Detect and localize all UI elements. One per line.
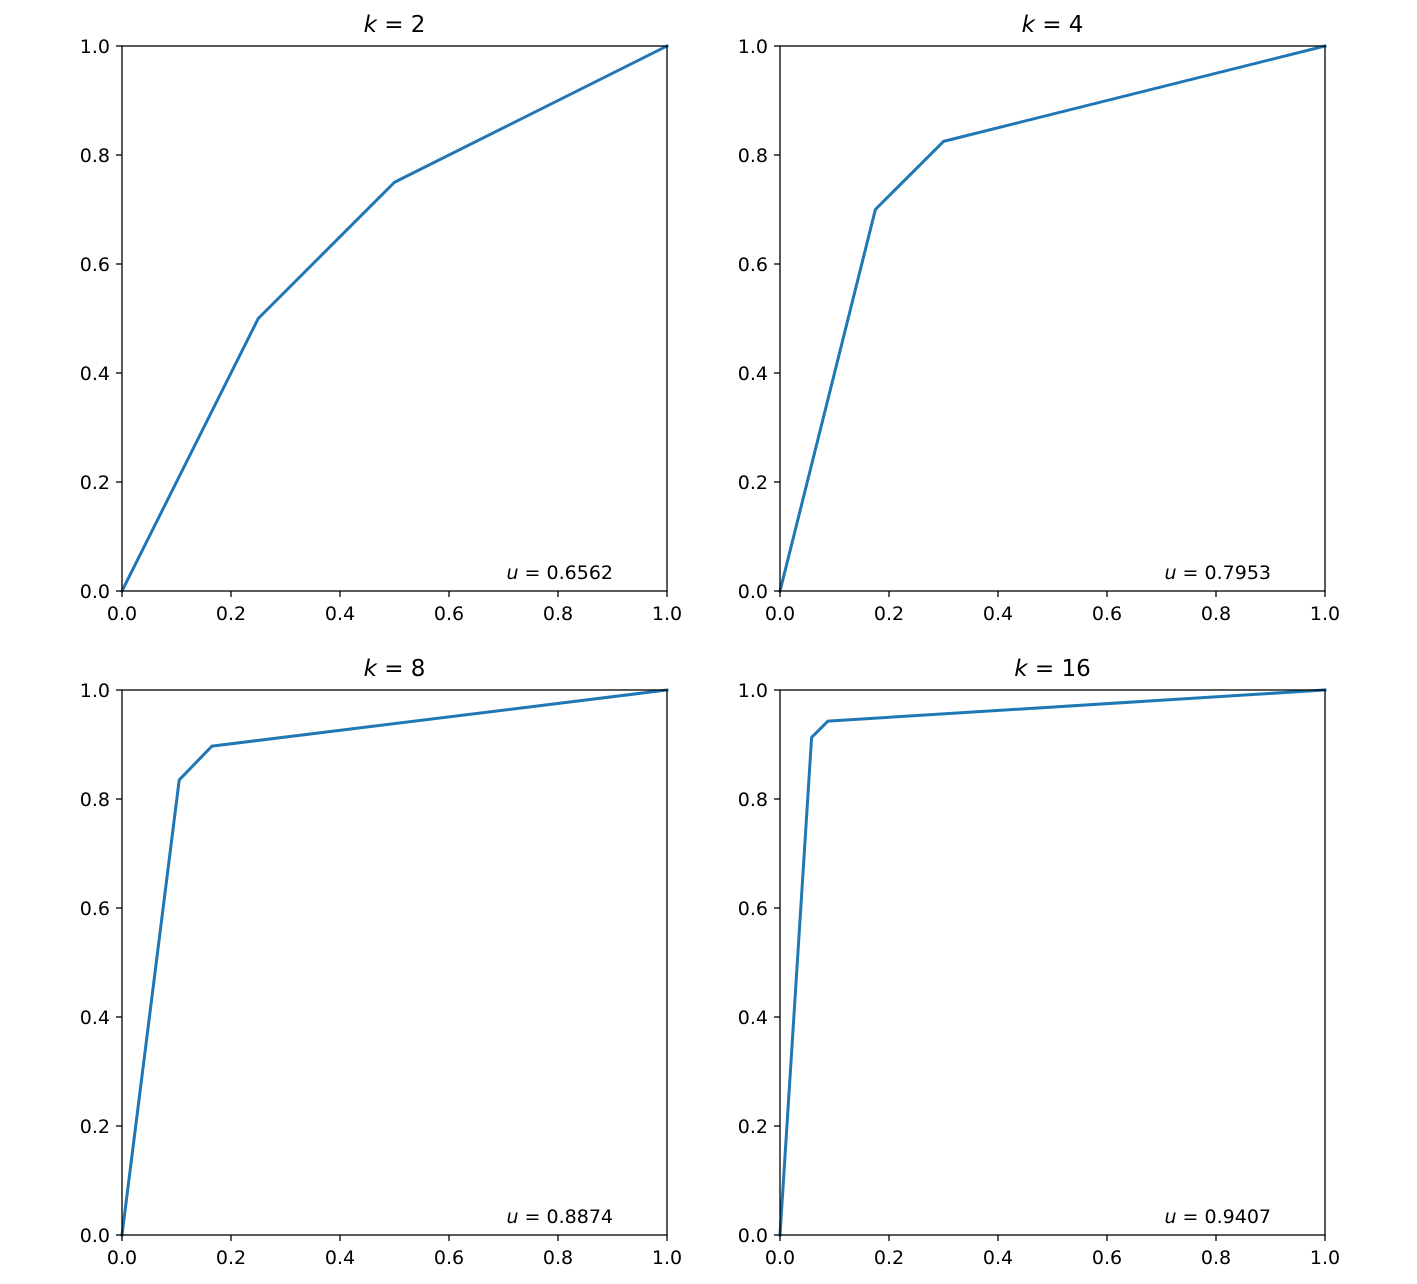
- y-tick-label: 0.2: [738, 472, 768, 494]
- subplot-2: 0.0 0.2 0.4 0.6 0.8 1.0 0.0 0.2 0.4 0.6 0.8 1.0 k = …: [738, 12, 1340, 625]
- axes-frame: [121, 689, 668, 1236]
- y-tick-label: 0.8: [80, 789, 110, 811]
- x-tick-label: 0.0: [765, 1247, 795, 1269]
- y-tick-label: 0.4: [80, 363, 110, 385]
- x-tick-label: 1.0: [652, 603, 682, 625]
- subplot-3: 0.0 0.2 0.4 0.6 0.8 1.0 0.0 0.2 0.4 0.6 0.8 1.0 k = …: [80, 656, 682, 1269]
- y-tick-label: 0.6: [738, 254, 768, 276]
- x-tick-label: 0.2: [216, 603, 246, 625]
- y-tick-label: 0.0: [738, 581, 768, 603]
- subplot-1: 0.0 0.2 0.4 0.6 0.8 1.0 0.0 0.2 0.4 0.6 0.8 1.0 k = …: [80, 12, 682, 625]
- y-tick-label: 0.4: [738, 1007, 768, 1029]
- x-tick-label: 0.2: [874, 603, 904, 625]
- y-tick-label: 1.0: [738, 680, 768, 702]
- y-tick-label: 0.0: [80, 581, 110, 603]
- y-tick-label: 0.6: [738, 898, 768, 920]
- y-tick-label: 0.6: [80, 898, 110, 920]
- x-tick-label: 0.6: [1092, 603, 1122, 625]
- x-tick-label: 0.8: [543, 603, 573, 625]
- x-tick-label: 0.8: [543, 1247, 573, 1269]
- y-tick-label: 0.2: [738, 1116, 768, 1138]
- axes-frame: [121, 45, 668, 592]
- x-tick-label: 0.0: [107, 603, 137, 625]
- y-tick-label: 0.0: [738, 1225, 768, 1247]
- x-tick-label: 0.2: [216, 1247, 246, 1269]
- y-tick-label: 0.2: [80, 1116, 110, 1138]
- y-tick-label: 1.0: [80, 36, 110, 58]
- x-tick-label: 0.0: [107, 1247, 137, 1269]
- y-tick-label: 0.8: [738, 145, 768, 167]
- series-line: [778, 44, 1327, 593]
- subplot-title: k = 4: [1022, 12, 1084, 38]
- annotation: u = 0.9407: [1164, 1206, 1271, 1228]
- series-line: [778, 688, 1327, 1237]
- x-tick-label: 0.4: [983, 603, 1013, 625]
- y-tick-label: 1.0: [738, 36, 768, 58]
- x-tick-label: 0.8: [1201, 603, 1231, 625]
- x-tick-label: 0.6: [1092, 1247, 1122, 1269]
- x-tick-label: 0.6: [434, 1247, 464, 1269]
- annotation: u = 0.6562: [506, 562, 613, 584]
- x-tick-label: 0.2: [874, 1247, 904, 1269]
- x-tick-label: 0.8: [1201, 1247, 1231, 1269]
- axes-frame: [779, 689, 1326, 1236]
- x-tick-label: 0.4: [325, 603, 355, 625]
- series-line: [119, 43, 670, 594]
- y-tick-label: 0.2: [80, 472, 110, 494]
- y-tick-label: 1.0: [80, 680, 110, 702]
- subplot-title: k = 16: [1014, 656, 1091, 682]
- x-tick-label: 1.0: [652, 1247, 682, 1269]
- x-tick-label: 0.4: [325, 1247, 355, 1269]
- subplot-title: k = 2: [364, 12, 426, 38]
- series-line: [120, 688, 669, 1237]
- y-tick-label: 0.0: [80, 1225, 110, 1247]
- x-tick-label: 0.0: [765, 603, 795, 625]
- y-tick-label: 0.4: [738, 363, 768, 385]
- subplot-title: k = 8: [364, 656, 426, 682]
- x-tick-label: 0.6: [434, 603, 464, 625]
- subplot-4: 0.0 0.2 0.4 0.6 0.8 1.0 0.0 0.2 0.4 0.6 0.8 1.0 k = …: [738, 656, 1340, 1269]
- y-tick-label: 0.8: [80, 145, 110, 167]
- y-tick-label: 0.8: [738, 789, 768, 811]
- y-tick-label: 0.6: [80, 254, 110, 276]
- annotation: u = 0.8874: [506, 1206, 613, 1228]
- x-tick-label: 1.0: [1310, 1247, 1340, 1269]
- x-tick-label: 0.4: [983, 1247, 1013, 1269]
- x-tick-label: 1.0: [1310, 603, 1340, 625]
- annotation: u = 0.7953: [1164, 562, 1271, 584]
- axes-frame: [779, 45, 1326, 592]
- y-tick-label: 0.4: [80, 1007, 110, 1029]
